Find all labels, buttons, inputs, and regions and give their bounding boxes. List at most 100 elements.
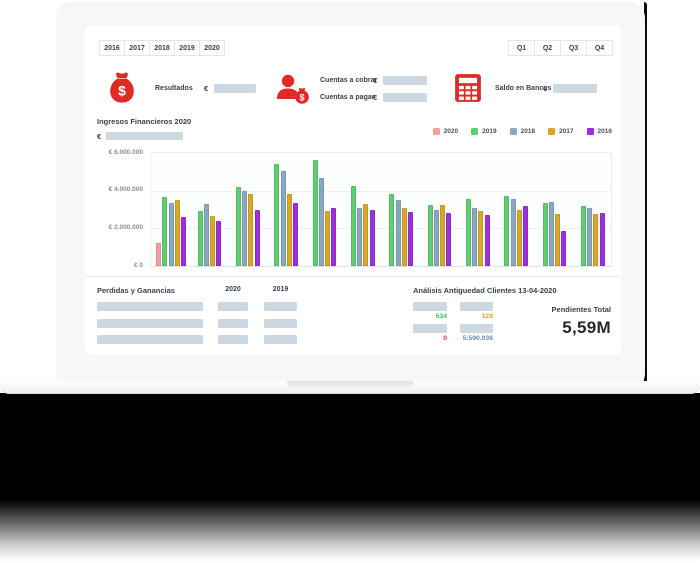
bar-2019-group10	[504, 196, 510, 266]
year-button-2016[interactable]: 2016	[99, 40, 125, 56]
bar-2017-group1	[174, 200, 180, 266]
bar-2019-group11	[542, 202, 548, 266]
calculator-icon	[454, 73, 482, 108]
kpi-cobrar-currency: €	[373, 76, 378, 85]
year-button-2017[interactable]: 2017	[124, 40, 150, 56]
aging-title: Análisis Antiguedad Clientes 13-04-2020	[413, 286, 557, 295]
bar-chart-plot	[150, 152, 612, 267]
pnl-row-label-placeholder	[97, 302, 203, 311]
bar-2019-group6	[351, 185, 357, 266]
chart-currency-prefix: €	[97, 132, 102, 141]
pendientes-total-label: Pendientes Total	[551, 305, 611, 314]
pnl-row-label-placeholder	[97, 335, 203, 344]
section-divider	[85, 276, 621, 277]
year-button-2020[interactable]: 2020	[199, 40, 225, 56]
quarter-button-q4[interactable]: Q4	[586, 40, 613, 56]
bar-2018-group11	[548, 201, 554, 266]
kpi-resultados-currency: €	[204, 84, 209, 93]
bar-2017-group9	[478, 211, 484, 266]
money-bag-icon: $	[108, 71, 136, 109]
legend-item-2018[interactable]: 2018	[509, 128, 535, 135]
bar-2018-group9	[472, 207, 478, 266]
pnl-row-value-placeholder	[264, 335, 297, 344]
bar-2018-group8	[433, 209, 439, 266]
legend-label: 2020	[443, 128, 459, 135]
chart-legend: 2020 2019 2018 2017 2016	[432, 128, 612, 135]
bar-2016-group11	[561, 231, 567, 266]
bar-2017-group7	[401, 207, 407, 266]
quarter-button-q2[interactable]: Q2	[534, 40, 561, 56]
gridline	[151, 190, 611, 192]
dashboard: 2016 2017 2018 2019 2020 Q1 Q2 Q3 Q4 $ Resultad…	[85, 25, 621, 355]
bar-2019-group5	[312, 159, 318, 266]
bar-2018-group6	[357, 207, 363, 266]
year-button-2019[interactable]: 2019	[174, 40, 200, 56]
aging-placeholder-1	[413, 302, 447, 311]
svg-text:$: $	[299, 93, 304, 103]
bar-2020-group1	[156, 243, 162, 266]
bar-2017-group6	[363, 203, 369, 266]
trackpad-notch	[287, 381, 414, 388]
bar-2018-group4	[280, 170, 286, 266]
pnl-column-2019: 2019	[272, 286, 289, 293]
bar-2017-group5	[325, 211, 331, 266]
bar-2019-group7	[389, 193, 395, 266]
laptop-shadow	[0, 393, 700, 563]
bar-2017-group4	[286, 193, 292, 266]
kpi-cobrar-value-placeholder	[383, 76, 427, 85]
svg-text:$: $	[118, 83, 126, 99]
bar-2017-group10	[516, 209, 522, 266]
bar-2019-group4	[274, 164, 280, 266]
bar-2016-group5	[331, 207, 337, 266]
bar-2018-group2	[203, 203, 209, 266]
pendientes-total-value: 5,59M	[562, 318, 611, 337]
legend-label: 2019	[482, 128, 497, 135]
kpi-bancos-label: Saldo en Bancos	[495, 85, 552, 92]
kpi-resultados-value-placeholder	[214, 84, 256, 93]
bar-2019-group3	[236, 186, 242, 266]
kpi-cobrar-label: Cuentas a cobrar	[320, 77, 378, 84]
kpi-pagar-value-placeholder	[383, 93, 427, 102]
bar-2018-group1	[168, 202, 174, 266]
aging-placeholder-3	[413, 324, 447, 333]
legend-swatch-2018	[509, 128, 517, 135]
aging-placeholder-4	[460, 324, 493, 333]
aging-value-128: 128	[481, 313, 493, 320]
kpi-pagar-currency: €	[373, 93, 378, 102]
legend-swatch-2016	[586, 128, 594, 135]
pnl-row-value-placeholder	[218, 302, 248, 311]
year-button-2018[interactable]: 2018	[149, 40, 175, 56]
legend-item-2017[interactable]: 2017	[548, 128, 574, 135]
kpi-bancos-currency: €	[543, 84, 548, 93]
bar-2018-group5	[318, 178, 324, 266]
bar-2017-group8	[440, 204, 446, 266]
y-axis-tick: € 0	[133, 261, 143, 269]
gridline	[151, 228, 611, 230]
chart-title: Ingresos Financieros 2020	[97, 117, 192, 126]
bar-2016-group6	[369, 209, 375, 266]
kpi-resultados-label: Resultados	[155, 85, 193, 92]
pnl-row-value-placeholder	[264, 318, 297, 328]
legend-label: 2017	[559, 128, 574, 135]
aging-value-5590036: 5.590.036	[462, 335, 493, 342]
chart-filter-placeholder	[106, 132, 183, 140]
bar-2017-group11	[555, 214, 561, 266]
bar-2019-group1	[162, 197, 168, 266]
bar-2016-group1	[181, 217, 187, 266]
legend-item-2019[interactable]: 2019	[471, 128, 497, 135]
legend-swatch-2017	[548, 128, 556, 135]
quarter-button-q1[interactable]: Q1	[508, 40, 535, 56]
legend-item-2020[interactable]: 2020	[432, 128, 459, 135]
bar-2016-group12	[599, 213, 605, 266]
laptop-base	[0, 381, 700, 394]
bar-2016-group4	[292, 202, 298, 266]
aging-value-0: 0	[443, 335, 447, 342]
bar-2018-group10	[510, 199, 516, 266]
legend-item-2016[interactable]: 2016	[586, 128, 612, 135]
bar-2019-group2	[197, 211, 203, 266]
pnl-row-label-placeholder	[97, 318, 203, 328]
y-axis-tick: € 2.000.000	[108, 223, 143, 231]
quarter-button-q3[interactable]: Q3	[560, 40, 587, 56]
bar-2018-group3	[242, 190, 248, 266]
aging-value-534: 534	[435, 313, 447, 320]
